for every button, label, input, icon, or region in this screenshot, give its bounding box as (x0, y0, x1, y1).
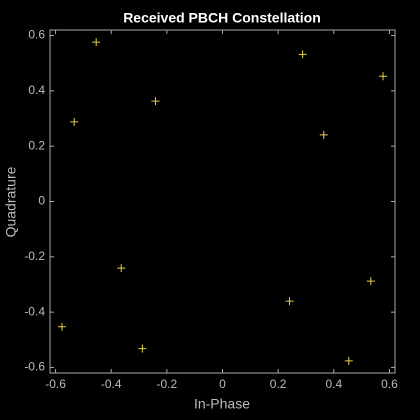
data-point (319, 130, 328, 139)
x-tick-label: 0.4 (325, 377, 342, 391)
x-axis-label: In-Phase (194, 396, 250, 412)
x-tick-label: -0.6 (45, 377, 66, 391)
chart-title: Received PBCH Constellation (123, 10, 321, 26)
data-point (344, 356, 353, 365)
y-tick-label: -0.4 (24, 304, 45, 318)
x-tick-label: 0.6 (381, 377, 398, 391)
y-tick-label: -0.6 (24, 360, 45, 374)
y-tick-label: -0.2 (24, 249, 45, 263)
y-tick-label: 0.4 (28, 83, 45, 97)
y-tick-label: 0 (38, 194, 45, 208)
x-tick-label: 0 (219, 377, 226, 391)
data-point (285, 297, 294, 306)
y-axis-label: Quadrature (3, 166, 19, 237)
y-tick-label: 0.2 (28, 138, 45, 152)
data-point (70, 117, 79, 126)
y-tick-label: 0.6 (28, 28, 45, 42)
x-tick-label: 0.2 (270, 377, 287, 391)
x-tick-label: -0.2 (157, 377, 178, 391)
data-point (117, 264, 126, 273)
data-point (151, 97, 160, 106)
data-point (138, 344, 147, 353)
data-point (92, 38, 101, 47)
x-tick-label: -0.4 (101, 377, 122, 391)
data-point (366, 277, 375, 286)
data-point (379, 72, 388, 81)
data-point (57, 322, 66, 331)
data-point (298, 50, 307, 59)
